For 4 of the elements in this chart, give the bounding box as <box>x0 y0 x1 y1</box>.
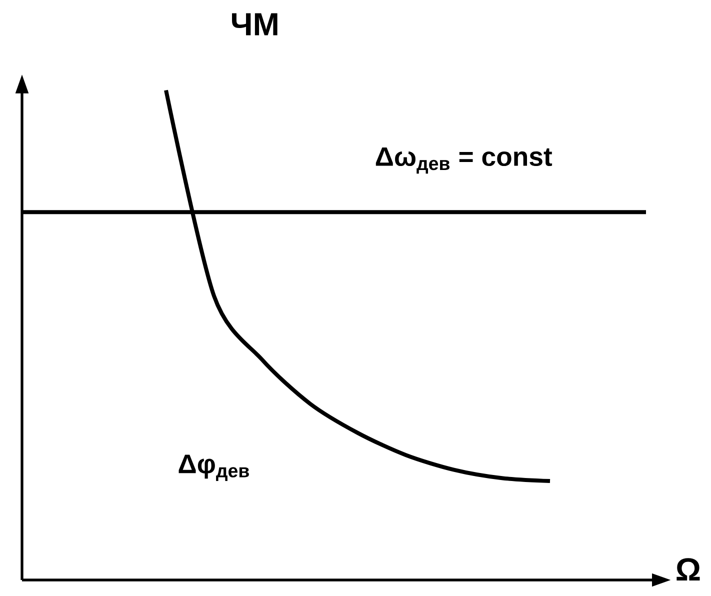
series-label: Δω$_{дев}$ = const <box>376 147 552 174</box>
x-axis-title: Ω <box>676 558 700 580</box>
chart-title: ЧМ <box>232 13 278 36</box>
text: Δφ$_{дев}$ <box>178 454 249 481</box>
